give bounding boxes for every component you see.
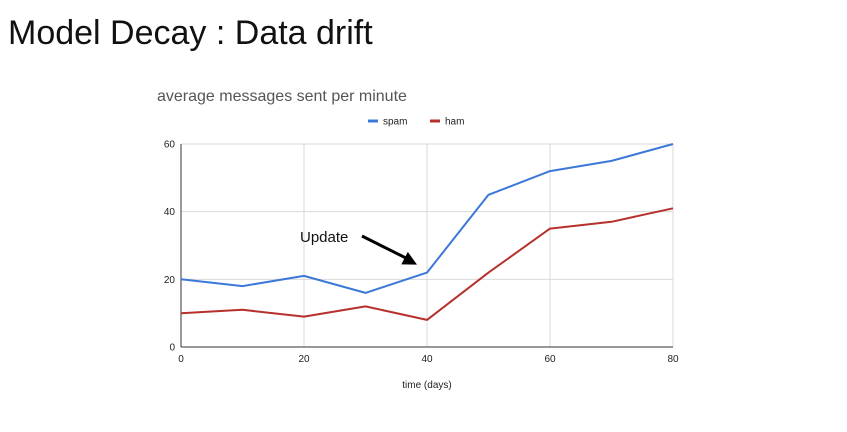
legend-label-spam: spam	[383, 117, 407, 128]
x-tick-label: 60	[544, 354, 556, 365]
chart-legend: spam ham	[368, 117, 464, 128]
x-axis-label: time (days)	[402, 380, 451, 391]
legend-label-ham: ham	[445, 117, 464, 128]
x-tick-label: 0	[178, 354, 184, 365]
y-tick-label: 0	[169, 343, 175, 354]
annotation-arrow-head	[401, 251, 417, 265]
chart-grid	[180, 143, 674, 348]
annotation-arrow-shaft	[361, 234, 412, 262]
chart-series	[180, 143, 674, 321]
slide-title: Model Decay : Data drift	[8, 14, 373, 52]
chart-ticks: 0 20 40 60 80 0 20 40 60	[164, 140, 679, 366]
x-tick-label: 20	[298, 354, 310, 365]
series-line-ham	[180, 207, 674, 321]
chart-title: average messages sent per minute	[157, 88, 407, 105]
chart-annotations: Update	[300, 229, 417, 265]
y-tick-label: 20	[164, 275, 176, 286]
y-tick-label: 40	[164, 207, 176, 218]
y-tick-label: 60	[164, 140, 176, 151]
x-tick-label: 40	[421, 354, 433, 365]
series-line-spam	[180, 143, 674, 294]
annotation-text: Update	[300, 229, 348, 246]
x-tick-label: 80	[667, 354, 679, 365]
